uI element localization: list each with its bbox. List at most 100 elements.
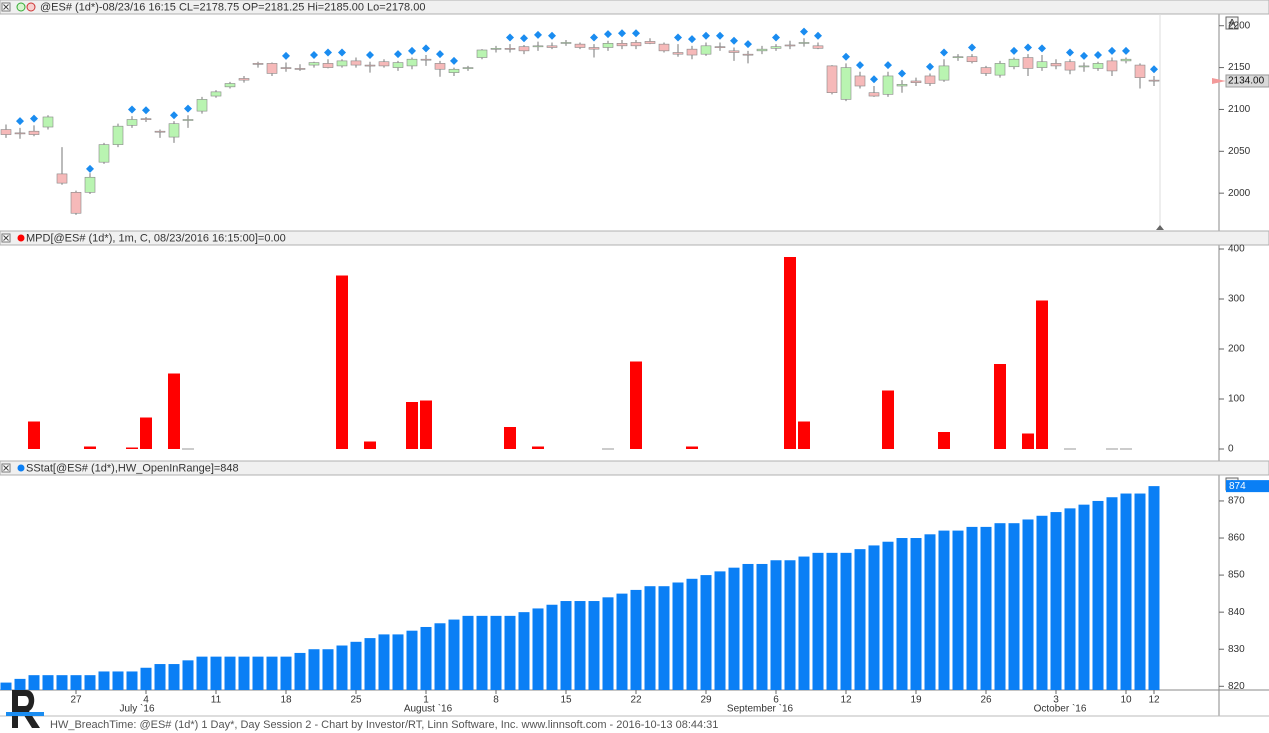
signal-dot	[702, 31, 710, 40]
candle-body	[280, 67, 292, 69]
candle-body	[154, 130, 166, 133]
bar	[868, 545, 880, 690]
x-tick-label: 1	[423, 695, 429, 706]
bar	[350, 641, 362, 690]
bar	[882, 390, 894, 449]
y-tick-label: 100	[1228, 394, 1245, 405]
bar	[308, 649, 320, 690]
bar	[518, 612, 530, 690]
y-tick-label: 2150	[1228, 62, 1251, 73]
bar	[252, 656, 264, 690]
signal-dot	[1066, 48, 1074, 57]
bar	[0, 682, 12, 690]
candle-body	[882, 75, 894, 95]
bar	[266, 656, 278, 690]
bar	[168, 373, 180, 449]
signal-dot	[366, 51, 374, 60]
candle-body	[98, 144, 110, 163]
signal-dot	[926, 62, 934, 71]
candle-body	[238, 78, 250, 81]
bar	[1036, 515, 1048, 690]
candle-body	[434, 63, 446, 70]
bar	[812, 552, 824, 690]
month-label: October `16	[1034, 703, 1087, 715]
candle-body	[826, 65, 838, 93]
candle-body	[756, 48, 768, 52]
candle-body	[336, 60, 348, 67]
candle-body	[1050, 63, 1062, 67]
bar	[42, 675, 54, 690]
candle-body	[462, 67, 474, 69]
bar	[126, 447, 138, 449]
y-tick-label: 820	[1228, 681, 1245, 692]
x-tick-label: 12	[840, 695, 852, 706]
candle-body	[126, 119, 138, 126]
candle-body	[546, 45, 558, 48]
candle-body	[952, 56, 964, 58]
logo-r	[12, 690, 40, 728]
signal-dot	[30, 114, 38, 123]
bar	[392, 634, 404, 690]
bar	[238, 656, 250, 690]
bar	[140, 667, 152, 690]
y-tick-label: 2200	[1228, 20, 1251, 31]
candle-body	[966, 56, 978, 63]
bar	[1078, 504, 1090, 690]
y-tick-label: 300	[1228, 294, 1245, 305]
x-tick-label: 27	[70, 695, 82, 706]
candle-body	[672, 52, 684, 55]
signal-dot	[1150, 65, 1158, 74]
bar	[476, 615, 488, 690]
signal-dot	[506, 33, 514, 42]
candle-body	[1008, 58, 1020, 68]
candle-body	[196, 99, 208, 112]
bar	[490, 615, 502, 690]
bar	[420, 626, 432, 690]
signal-dot	[842, 52, 850, 61]
signal-dot	[674, 33, 682, 42]
candle-body	[938, 65, 950, 81]
candle-body	[210, 91, 222, 97]
bar	[1064, 508, 1076, 690]
signal-dot	[1038, 44, 1046, 53]
bar	[1050, 512, 1062, 690]
y-tick-label: 0	[1228, 444, 1234, 455]
bar	[910, 538, 922, 690]
bar	[840, 552, 852, 690]
candle-body	[392, 62, 404, 68]
autoscale-label[interactable]: A	[1228, 17, 1236, 29]
bar	[196, 656, 208, 690]
signal-dot	[520, 34, 528, 43]
y-tick-label: 850	[1228, 570, 1245, 581]
candle-body	[378, 61, 390, 67]
candle-body	[1092, 63, 1104, 69]
bar	[504, 427, 516, 449]
candle-body	[252, 63, 264, 65]
candle-body	[294, 68, 306, 70]
bar	[336, 645, 348, 690]
bar	[938, 530, 950, 690]
panel-header	[0, 230, 1269, 246]
autoscale-button[interactable]	[1225, 16, 1239, 30]
signal-dot	[618, 29, 626, 38]
status-icon	[16, 2, 26, 12]
bar	[224, 656, 236, 690]
bar	[434, 623, 446, 690]
signal-dot	[856, 61, 864, 70]
bar	[882, 541, 894, 690]
signal-dot	[422, 44, 430, 53]
x-tick-label: 8	[493, 695, 499, 706]
candle-body	[700, 45, 712, 55]
bar	[938, 432, 950, 449]
bar	[1134, 493, 1146, 690]
bar	[462, 615, 474, 690]
signal-dot	[604, 30, 612, 39]
bar	[826, 552, 838, 690]
candle-body	[504, 48, 516, 50]
candle-body	[1120, 58, 1132, 62]
bar	[1036, 300, 1048, 449]
last-value-box	[1226, 480, 1269, 493]
signal-dot	[324, 48, 332, 57]
signal-dot	[870, 75, 878, 84]
close-icon	[3, 465, 9, 471]
